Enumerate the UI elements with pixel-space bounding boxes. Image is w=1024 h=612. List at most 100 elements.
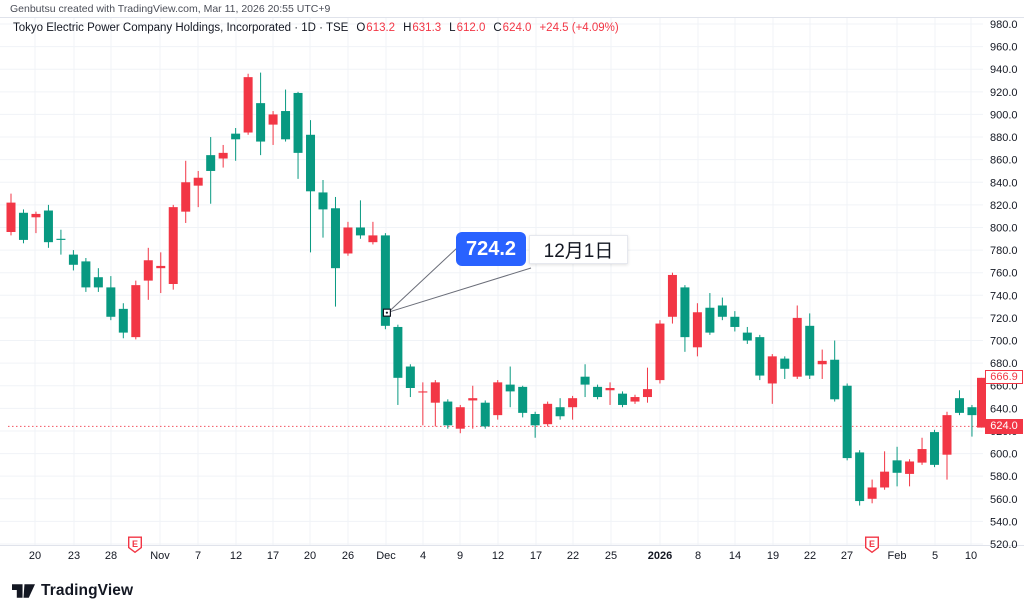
candle[interactable] (6, 202, 16, 232)
candle[interactable] (468, 398, 478, 401)
axis-tick-label: 740.0 (990, 290, 1018, 302)
earnings-shield-icon (865, 536, 879, 554)
candle[interactable] (118, 308, 128, 333)
candle[interactable] (218, 152, 228, 159)
candle[interactable] (318, 192, 328, 210)
candle[interactable] (967, 407, 977, 416)
candle[interactable] (156, 265, 166, 269)
axis-tick-label: Nov (150, 550, 170, 562)
candle[interactable] (942, 415, 952, 455)
candle[interactable] (730, 316, 740, 327)
change-value: +24.5 (+4.09%) (539, 22, 619, 34)
candle[interactable] (842, 385, 852, 459)
price-axis[interactable] (984, 18, 1024, 545)
candle[interactable] (767, 356, 777, 384)
candle[interactable] (293, 92, 303, 153)
axis-tick-label: 26 (342, 550, 354, 562)
candle[interactable] (817, 360, 827, 365)
candle[interactable] (131, 285, 141, 338)
axis-tick-label: 640.0 (990, 403, 1018, 415)
low-value: 612.0 (456, 22, 486, 34)
candle[interactable] (692, 312, 702, 348)
candle[interactable] (755, 337, 765, 376)
candle[interactable] (56, 238, 66, 240)
candle[interactable] (181, 182, 191, 212)
candle[interactable] (593, 386, 603, 398)
candle[interactable] (518, 386, 528, 413)
candle[interactable] (954, 398, 964, 413)
candle[interactable] (206, 155, 216, 171)
candle[interactable] (93, 277, 103, 288)
candle[interactable] (430, 382, 440, 403)
candle[interactable] (193, 177, 203, 186)
candle[interactable] (256, 103, 266, 142)
candle[interactable] (655, 323, 665, 381)
candle[interactable] (780, 358, 790, 369)
candle[interactable] (742, 332, 752, 341)
candle[interactable] (443, 401, 453, 426)
candle[interactable] (568, 398, 578, 408)
candle[interactable] (555, 407, 565, 417)
candle[interactable] (880, 471, 890, 488)
candle[interactable] (268, 114, 278, 125)
candle[interactable] (31, 213, 41, 218)
candle[interactable] (168, 207, 178, 284)
candle[interactable] (930, 432, 940, 465)
candle[interactable] (905, 461, 915, 474)
axis-tick-label: 7 (195, 550, 201, 562)
earnings-badge[interactable] (128, 536, 142, 554)
candle[interactable] (530, 414, 540, 426)
candle[interactable] (43, 210, 53, 243)
callout-date-label[interactable]: 12月1日 (529, 235, 628, 264)
candle[interactable] (680, 287, 690, 338)
footer-brand[interactable]: TradingView (12, 582, 133, 600)
callout-price-label[interactable]: 724.2 (456, 232, 526, 266)
candle[interactable] (917, 449, 927, 463)
candle[interactable] (355, 227, 365, 236)
candle[interactable] (493, 382, 503, 416)
candle[interactable] (231, 133, 241, 140)
candle[interactable] (642, 389, 652, 398)
candle[interactable] (106, 287, 116, 317)
candle[interactable] (892, 460, 902, 473)
symbol-title[interactable]: Tokyo Electric Power Company Holdings, I… (13, 22, 349, 34)
candle[interactable] (330, 208, 340, 269)
earnings-badge[interactable] (865, 536, 879, 554)
candle[interactable] (343, 227, 353, 254)
candle[interactable] (630, 397, 640, 402)
candle[interactable] (405, 366, 415, 388)
candle[interactable] (867, 487, 877, 499)
candle[interactable] (705, 307, 715, 333)
axis-tick-label: 940.0 (990, 64, 1018, 76)
candle[interactable] (805, 325, 815, 376)
candle[interactable] (281, 111, 291, 140)
time-axis[interactable] (0, 546, 1024, 568)
candle[interactable] (480, 402, 490, 427)
candle[interactable] (855, 452, 865, 502)
candle[interactable] (418, 391, 428, 393)
candle[interactable] (667, 274, 677, 317)
candle[interactable] (68, 254, 78, 265)
candle[interactable] (580, 376, 590, 385)
candle[interactable] (543, 403, 553, 425)
candle[interactable] (18, 212, 28, 240)
candle[interactable] (505, 384, 515, 392)
candle[interactable] (243, 77, 253, 133)
secondary-price-tag: 666.9 (985, 370, 1023, 384)
candle[interactable] (143, 260, 153, 281)
edge-candle[interactable] (977, 377, 986, 428)
candle[interactable] (380, 235, 390, 326)
candle[interactable] (306, 134, 316, 192)
candle[interactable] (81, 261, 91, 288)
candle[interactable] (717, 305, 727, 317)
candle[interactable] (605, 388, 615, 391)
candle[interactable] (618, 393, 628, 405)
candle[interactable] (792, 317, 802, 377)
symbol-legend[interactable]: Tokyo Electric Power Company Holdings, I… (13, 22, 619, 34)
candle[interactable] (830, 359, 840, 400)
candle[interactable] (368, 235, 378, 243)
close-value: 624.0 (502, 22, 532, 34)
candle[interactable] (393, 326, 403, 378)
candle[interactable] (455, 407, 465, 429)
